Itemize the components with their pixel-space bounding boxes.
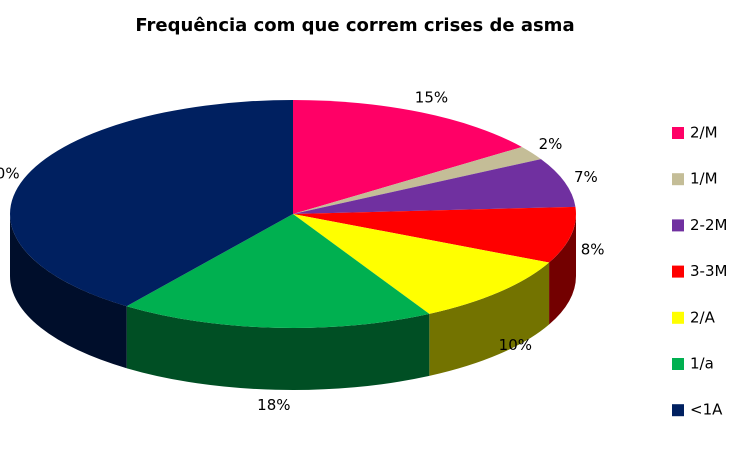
legend-label: 2/A (690, 308, 716, 326)
slice-side (126, 306, 430, 390)
slice (293, 206, 577, 263)
data-label: 10% (499, 336, 532, 354)
data-label: 40% (0, 164, 20, 182)
data-label: 7% (574, 168, 598, 186)
legend-swatch (672, 265, 684, 278)
slice-side (10, 214, 127, 369)
slice (126, 214, 430, 328)
slice (293, 146, 541, 214)
legend-swatch (672, 219, 684, 232)
legend-label: 1/M (690, 170, 718, 188)
legend-label: 3-3M (690, 262, 727, 280)
legend-swatch (672, 404, 684, 417)
data-label: 2% (539, 135, 563, 153)
slice (10, 100, 293, 307)
legend-label: 2/M (690, 124, 718, 142)
slice (293, 100, 522, 214)
legend-swatch (672, 173, 684, 186)
chart-title: Frequência com que correm crises de asma (135, 15, 574, 36)
slice (293, 214, 550, 314)
legend-label: <1A (690, 401, 723, 419)
legend-label: 1/a (690, 355, 714, 373)
slice-side (549, 214, 576, 325)
legend-swatch (672, 311, 684, 324)
data-label: 15% (415, 89, 448, 107)
legend-label: 2-2M (690, 216, 727, 234)
slice-side (429, 262, 550, 376)
legend-swatch (672, 358, 684, 370)
legend-swatch (672, 127, 684, 139)
data-label: 8% (581, 240, 605, 258)
data-label: 18% (257, 396, 290, 414)
slice (293, 159, 576, 214)
